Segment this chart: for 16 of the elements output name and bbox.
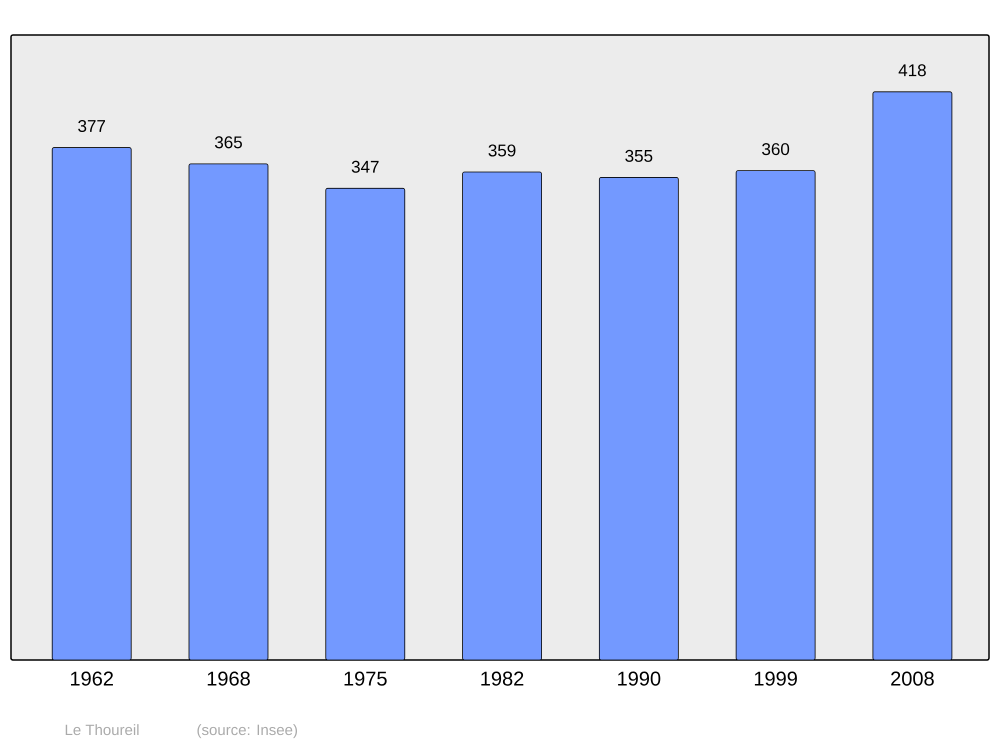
x-tick-label: 1982 (481, 672, 524, 686)
x-tick-label: 1990 (618, 672, 660, 686)
data-label: 418 (898, 64, 926, 76)
text: (source: Insee) (197, 724, 298, 738)
data-label: 355 (625, 150, 652, 162)
x-tick-label: 2008 (891, 672, 934, 686)
text: Le Thoureil (66, 724, 139, 736)
x-tick-label: 1968 (208, 672, 250, 686)
x-tick-label: 1962 (70, 672, 113, 686)
data-label: 359 (488, 144, 516, 156)
data-label: 347 (352, 160, 379, 173)
x-tick-label: 1975 (344, 672, 387, 686)
data-label: 365 (214, 136, 242, 148)
data-label: 360 (762, 143, 790, 156)
data-label: 377 (78, 120, 106, 132)
x-tick-label: 1999 (754, 672, 797, 686)
